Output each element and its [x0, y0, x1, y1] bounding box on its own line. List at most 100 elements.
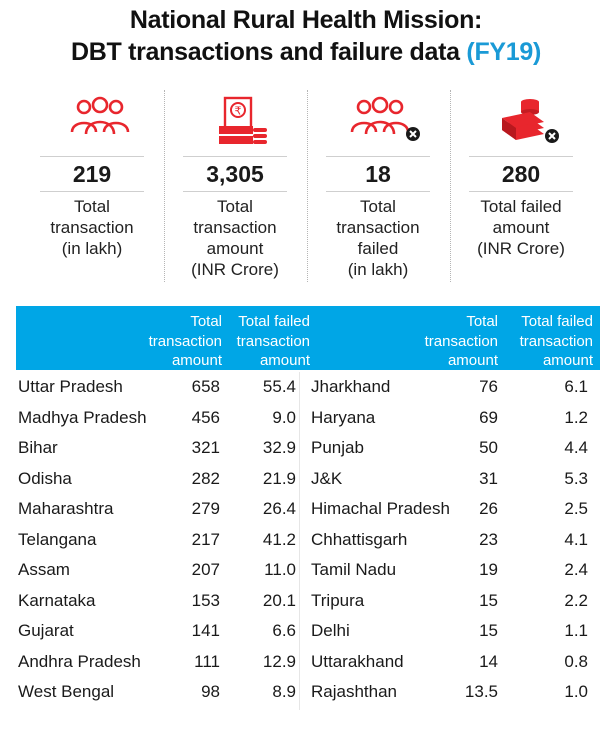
- header-total-left: Total transaction amount: [132, 312, 222, 371]
- total-amount-cell: 23: [479, 529, 498, 549]
- header-line: amount: [259, 352, 310, 369]
- total-amount-cell: 217: [191, 529, 220, 549]
- table-row: Uttar Pradesh 658 55.4 Jharkhand 76 6.1: [16, 372, 600, 403]
- table-row: Maharashtra 279 26.4 Himachal Pradesh 26 2.5: [16, 494, 600, 525]
- failed-amount-cell: 0.8: [564, 651, 588, 671]
- table-row: Odisha 282 21.9 J&K 31 5.3: [16, 464, 600, 495]
- failed-amount-cell: 20.1: [262, 590, 296, 610]
- stat-divider: [307, 90, 308, 282]
- failed-amount-cell: 26.4: [262, 499, 296, 518]
- stat-label-line: Total failed: [480, 197, 562, 216]
- table-row: West Bengal 98 8.9 Rajashthan 13.5 1.0: [16, 677, 600, 708]
- state-name-cell: Bihar: [18, 438, 58, 457]
- header-line: amount: [542, 352, 593, 369]
- state-name-cell: Chhattisgarh: [311, 529, 408, 549]
- failed-amount-cell: 4.4: [564, 438, 588, 457]
- stat-label-line: (INR Crore): [191, 260, 279, 279]
- header-total-right: Total transaction amount: [408, 312, 498, 371]
- total-amount-cell: 207: [191, 560, 220, 579]
- state-name-cell: Punjab: [311, 438, 364, 457]
- state-name-cell: Jharkhand: [311, 377, 391, 396]
- stat-label-line: Total: [360, 197, 396, 216]
- header-line: Total: [466, 313, 498, 330]
- failed-amount-cell: 6.1: [564, 377, 588, 396]
- people-icon: [28, 96, 171, 152]
- stat-failed-transactions: 18 Total transaction failed (in lakh): [314, 90, 457, 290]
- failed-amount-cell: 1.1: [564, 621, 588, 640]
- stat-label-line: (in lakh): [61, 239, 123, 258]
- failed-amount-cell: 12.9: [262, 651, 296, 671]
- failed-amount-cell: 1.0: [564, 682, 588, 701]
- stat-label-line: transaction: [336, 218, 420, 237]
- stat-label-line: amount: [206, 239, 264, 258]
- stat-label-line: amount: [492, 218, 550, 237]
- stat-label: Total transaction amount (INR Crore): [171, 196, 299, 280]
- failed-amount-cell: 32.9: [262, 438, 296, 457]
- stat-divider: [450, 90, 451, 282]
- failed-amount-cell: 55.4: [262, 377, 296, 396]
- failed-amount-cell: 5.3: [564, 468, 588, 488]
- total-amount-cell: 98: [201, 682, 220, 701]
- total-amount-cell: 13.5: [464, 682, 498, 701]
- header-failed-right: Total failed transaction amount: [498, 312, 593, 371]
- header-line: amount: [447, 352, 498, 369]
- stat-failed-amount: 280 Total failed amount (INR Crore): [457, 90, 600, 290]
- stat-label-line: Total: [74, 197, 110, 216]
- total-amount-cell: 111: [194, 651, 220, 671]
- state-name-cell: Telangana: [18, 529, 97, 549]
- stat-label: Total transaction (in lakh): [28, 196, 156, 259]
- money-failed-icon: [457, 96, 600, 152]
- stat-value: 280: [469, 156, 573, 192]
- stat-label-line: transaction: [50, 218, 134, 237]
- failed-amount-cell: 4.1: [564, 529, 588, 549]
- total-amount-cell: 15: [479, 621, 498, 640]
- stat-label: Total transaction failed (in lakh): [314, 196, 442, 280]
- state-name-cell: Karnataka: [18, 590, 96, 610]
- failed-amount-cell: 11.0: [264, 560, 296, 579]
- stat-label: Total failed amount (INR Crore): [457, 196, 585, 259]
- header-line: Total failed: [521, 313, 593, 330]
- state-name-cell: Uttarakhand: [311, 651, 404, 671]
- state-name-cell: Uttar Pradesh: [18, 377, 123, 396]
- total-amount-cell: 15: [479, 590, 498, 610]
- header-line: Total failed: [238, 313, 310, 330]
- title-line-2-text: DBT transactions and failure data: [70, 38, 460, 66]
- title-fy-highlight: (FY19): [466, 38, 542, 66]
- state-name-cell: Haryana: [311, 407, 376, 427]
- header-line: transaction: [519, 332, 593, 350]
- total-amount-cell: 321: [191, 438, 220, 457]
- stat-value: 219: [40, 156, 144, 192]
- failed-amount-cell: 2.5: [564, 499, 588, 518]
- header-line: transaction: [424, 332, 498, 350]
- page-title: National Rural Health Mission: DBT trans…: [0, 4, 612, 68]
- state-name-cell: Odisha: [18, 468, 72, 488]
- state-name-cell: Assam: [18, 560, 70, 579]
- table-row: Andhra Pradesh 111 12.9 Uttarakhand 14 0.8: [16, 647, 600, 678]
- failed-amount-cell: 21.9: [262, 468, 296, 488]
- state-name-cell: Tamil Nadu: [311, 560, 397, 579]
- total-amount-cell: 19: [479, 560, 498, 579]
- header-line: Total: [190, 313, 222, 330]
- total-amount-cell: 50: [479, 438, 498, 457]
- table-header: Total transaction amount Total failed tr…: [16, 306, 600, 370]
- table-row: Madhya Pradesh 456 9.0 Haryana 69 1.2: [16, 403, 600, 434]
- failed-amount-cell: 8.9: [272, 682, 296, 701]
- state-name-cell: Andhra Pradesh: [18, 651, 141, 671]
- state-name-cell: Tripura: [311, 590, 365, 610]
- stat-label-line: (in lakh): [347, 260, 409, 279]
- table-row: Gujarat 141 6.6 Delhi 15 1.1: [16, 616, 600, 647]
- state-name-cell: Delhi: [311, 621, 350, 640]
- header-line: transaction: [236, 332, 310, 350]
- total-amount-cell: 153: [191, 590, 220, 610]
- header-line: transaction: [148, 332, 222, 350]
- failed-amount-cell: 9.0: [272, 407, 296, 427]
- table-row: Assam 207 11.0 Tamil Nadu 19 2.4: [16, 555, 600, 586]
- stat-divider: [164, 90, 165, 282]
- state-name-cell: Rajashthan: [311, 682, 398, 701]
- table-center-divider: [299, 372, 300, 710]
- state-name-cell: J&K: [311, 468, 343, 488]
- total-amount-cell: 31: [479, 468, 498, 488]
- state-name-cell: West Bengal: [18, 682, 115, 701]
- state-name-cell: Madhya Pradesh: [18, 407, 147, 427]
- summary-stats: 219 Total transaction (in lakh) ₹ 3,305 …: [28, 90, 600, 290]
